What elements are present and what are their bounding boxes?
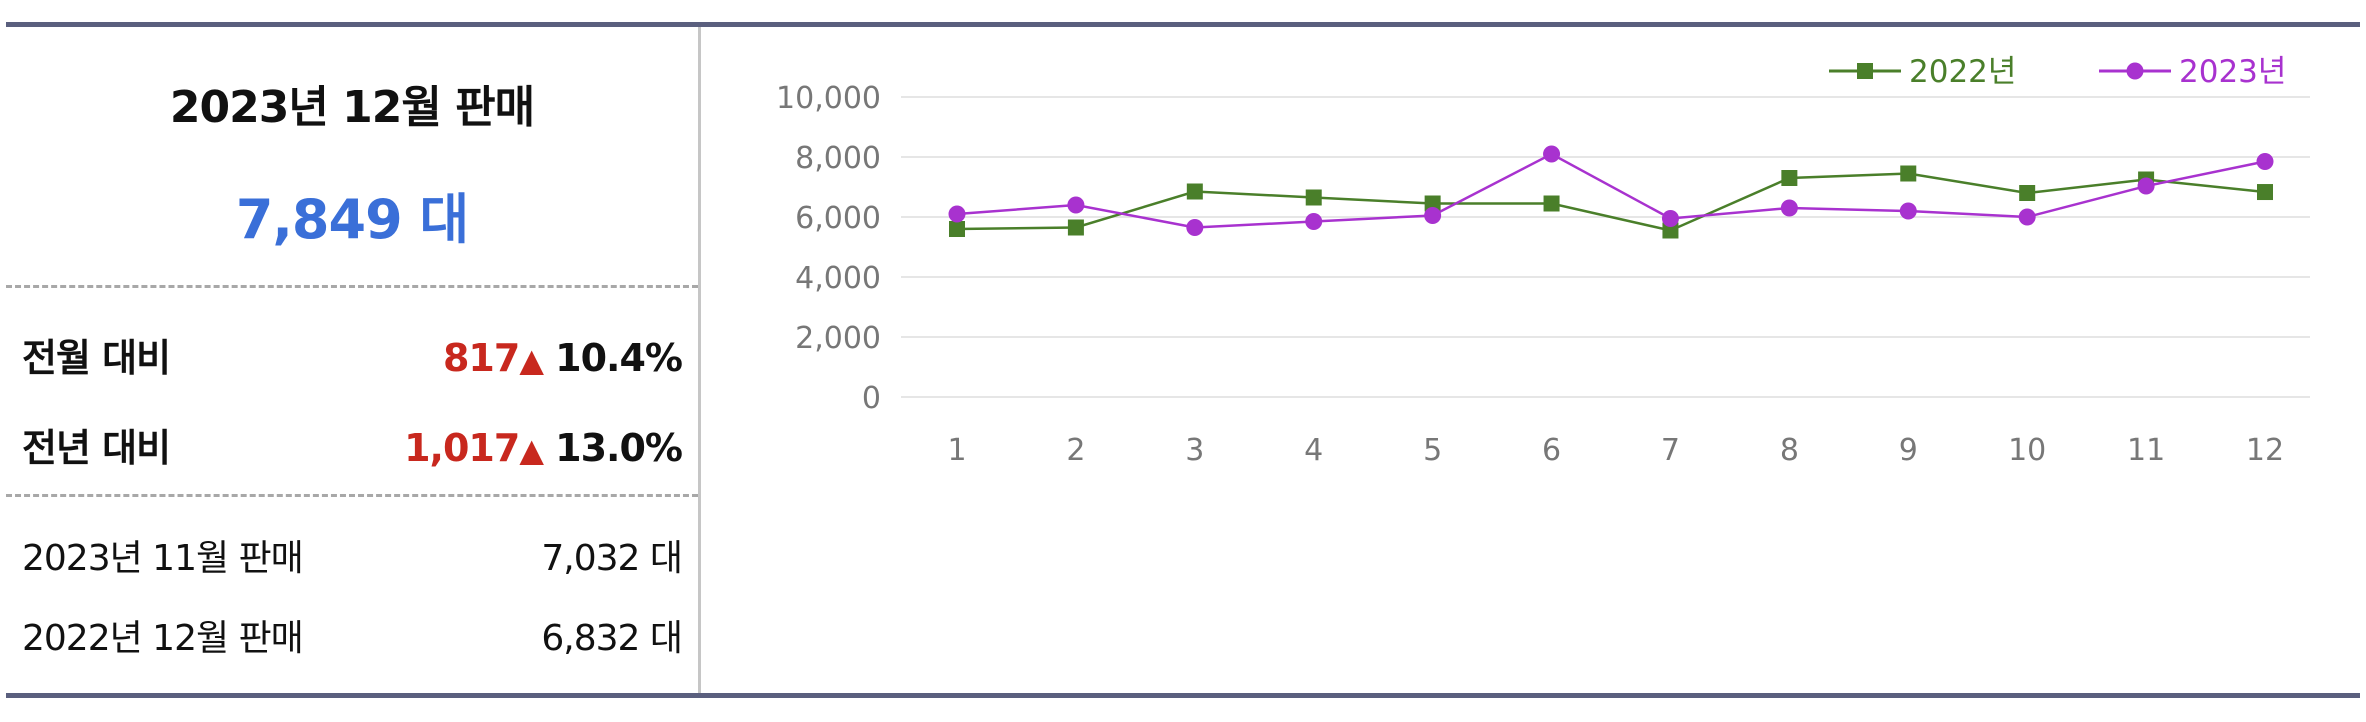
prev-month-label: 2023년 11월 판매 — [22, 538, 304, 579]
prev-year-value: 6,832 대 — [541, 618, 683, 659]
data-point — [2257, 184, 2273, 201]
x-tick-label: 10 — [2008, 433, 2046, 468]
yoy-label: 전년 대비 — [22, 426, 171, 470]
data-point — [1186, 183, 1203, 200]
data-point — [1543, 145, 1561, 163]
yoy-diff: 1,017 — [404, 426, 520, 470]
data-point — [2256, 153, 2274, 171]
x-tick-label: 8 — [1780, 433, 1799, 468]
x-tick-label: 5 — [1423, 433, 1442, 468]
data-point — [1661, 210, 1679, 227]
x-tick-label: 6 — [1542, 433, 1561, 468]
prev-month-row: 2023년 11월 판매 7,032 대 — [22, 529, 683, 581]
legend-marker — [2126, 62, 2144, 80]
data-point — [948, 205, 966, 223]
mom-pct: 10.4% — [555, 336, 683, 380]
data-point — [1067, 219, 1084, 236]
x-tick-label: 7 — [1661, 433, 1680, 468]
data-point — [1067, 196, 1085, 214]
data-point — [1900, 165, 1917, 182]
yoy-row: 전년 대비 1,017▲ 13.0% — [22, 417, 683, 472]
data-point — [2019, 185, 2036, 201]
x-tick-label: 11 — [2127, 433, 2165, 468]
x-tick-label: 12 — [2246, 433, 2284, 468]
mom-change: 817▲ 10.4% — [442, 336, 683, 380]
legend-marker — [1857, 63, 1873, 79]
chart-panel: 0 2,000 4,000 6,000 8,000 10,000 1 2 3 4 5 6 7 8 9 10 11… — [701, 27, 2360, 693]
data-point — [1305, 189, 1322, 206]
divider — [6, 494, 698, 497]
data-point — [2018, 208, 2036, 226]
x-tick-label: 9 — [1899, 433, 1918, 468]
x-tick-label: 3 — [1185, 433, 1204, 468]
data-point — [1186, 219, 1204, 236]
divider — [6, 285, 698, 288]
x-tick-label: 4 — [1304, 433, 1323, 468]
sales-title: 2023년 12월 판매 — [169, 82, 535, 133]
prev-month-value: 7,032 대 — [541, 538, 683, 579]
data-point — [1424, 195, 1441, 212]
series-line-2022 — [956, 172, 2266, 232]
prev-year-row: 2022년 12월 판매 6,832 대 — [22, 609, 683, 661]
data-point — [1662, 222, 1679, 239]
y-tick-label: 2,000 — [795, 321, 881, 356]
data-point — [1305, 213, 1323, 230]
legend-label: 2023년 — [2179, 54, 2286, 90]
sales-panel: 2023년 12월 판매 7,849 대 전월 대비 817▲ 10.4% 전년… — [6, 22, 2360, 698]
yoy-pct: 13.0% — [555, 426, 683, 470]
up-arrow-icon: ▲ — [519, 431, 544, 469]
y-tick-label: 8,000 — [795, 141, 881, 176]
data-point — [1424, 207, 1442, 224]
sales-value: 7,849 대 — [235, 188, 469, 251]
series-line-2023 — [956, 152, 2266, 229]
summary-panel: 2023년 12월 판매 7,849 대 전월 대비 817▲ 10.4% 전년… — [6, 27, 701, 693]
up-arrow-icon: ▲ — [519, 341, 544, 379]
yoy-change: 1,017▲ 13.0% — [404, 426, 683, 470]
x-tick-label: 1 — [947, 433, 966, 468]
data-point — [1780, 199, 1798, 217]
mom-label: 전월 대비 — [22, 336, 171, 380]
data-point — [2137, 177, 2155, 195]
mom-diff: 817 — [442, 336, 520, 380]
data-point — [1781, 170, 1798, 186]
y-tick-label: 10,000 — [776, 81, 881, 116]
y-tick-label: 0 — [862, 381, 881, 416]
data-point — [1899, 202, 1917, 220]
prev-year-label: 2022년 12월 판매 — [22, 618, 304, 659]
data-point — [1543, 195, 1560, 212]
y-tick-label: 4,000 — [795, 261, 881, 296]
data-point — [949, 221, 965, 237]
y-tick-label: 6,000 — [795, 201, 881, 236]
x-tick-label: 2 — [1066, 433, 1085, 468]
mom-row: 전월 대비 817▲ 10.4% — [22, 327, 683, 382]
legend-label: 2022년 — [1909, 54, 2016, 90]
